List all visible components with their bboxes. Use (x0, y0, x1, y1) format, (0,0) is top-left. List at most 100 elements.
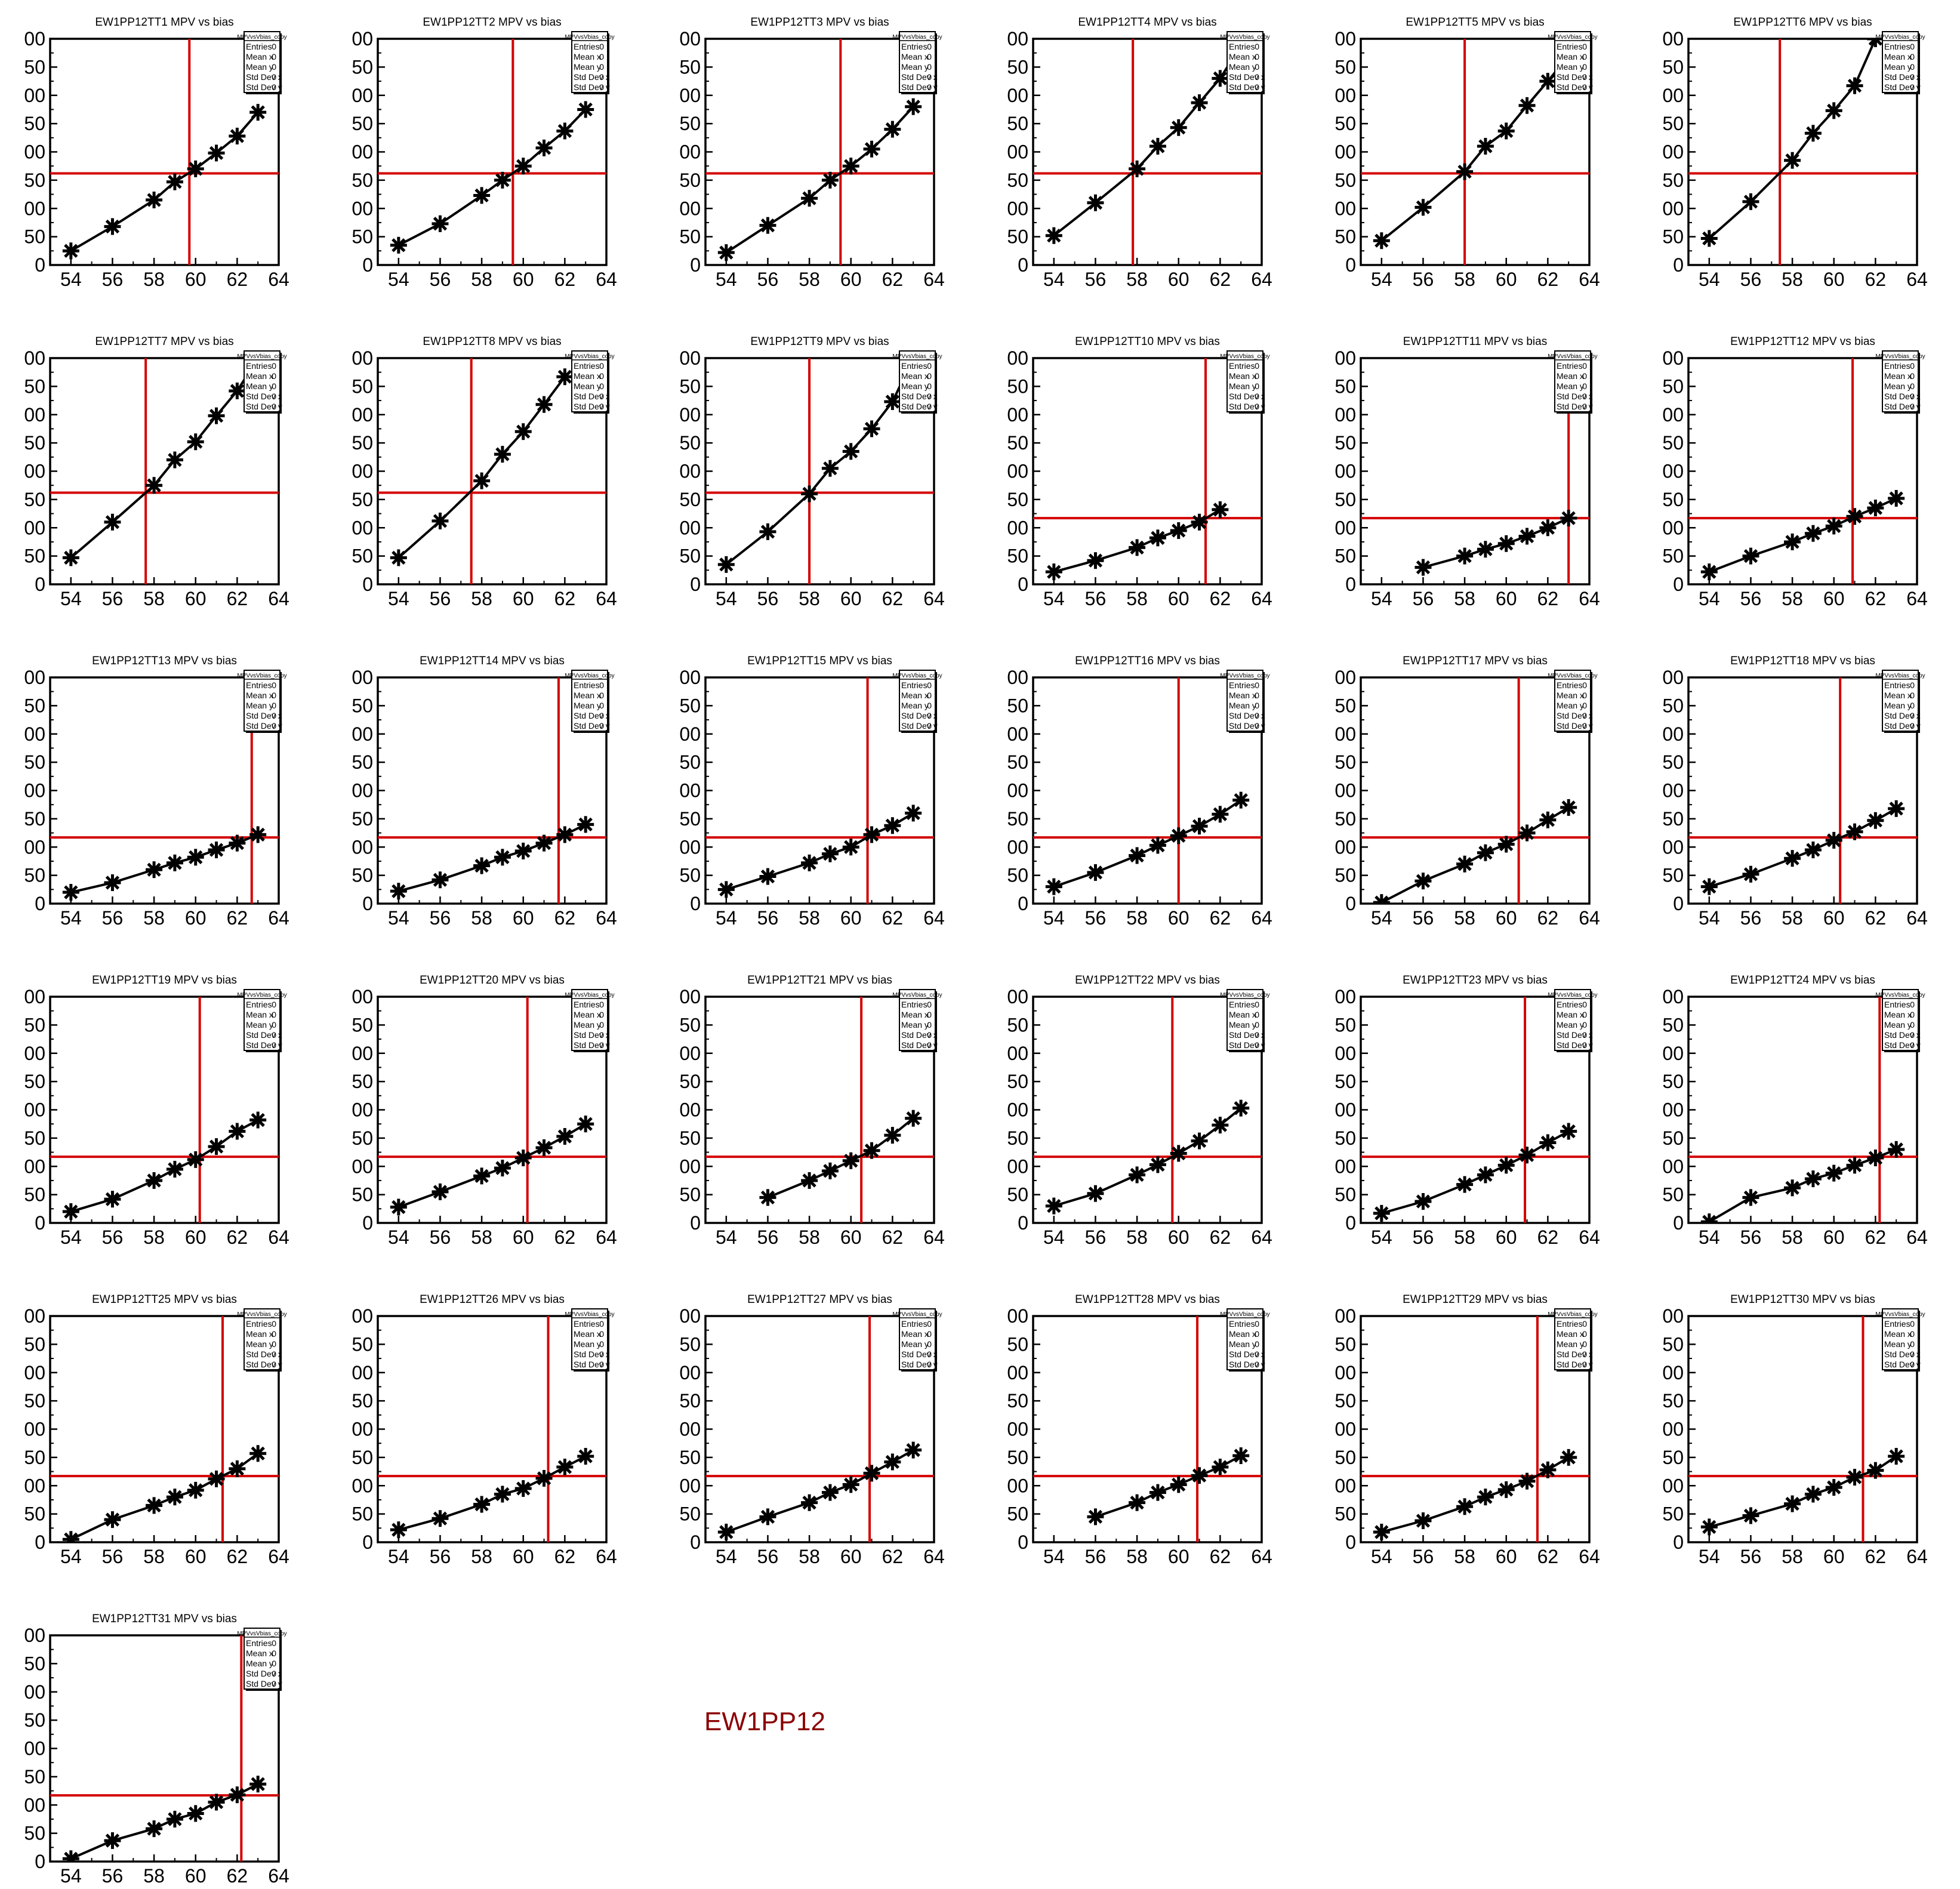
data-point (229, 834, 246, 852)
y-tick-label: 50 (1662, 865, 1684, 886)
x-tick-label: 54 (388, 1546, 409, 1567)
x-tick-label: 58 (1782, 907, 1803, 929)
stats-row-label: Std Dev y (246, 721, 282, 731)
stats-row-label: Std Dev x (1557, 1030, 1593, 1040)
data-point (494, 171, 511, 189)
y-tick-label: 50 (1662, 1014, 1684, 1036)
data-point (1170, 522, 1187, 539)
data-point (1700, 1213, 1718, 1223)
data-point (1846, 823, 1863, 840)
x-tick-label: 56 (102, 1865, 124, 1887)
y-tick-label: 00 (1662, 1043, 1684, 1064)
stats-row-label: Mean y (1557, 701, 1584, 710)
data-point (104, 513, 121, 531)
stats-row-value: 0 (1255, 62, 1259, 72)
stats-row-value: 0 (1910, 721, 1915, 731)
stats-row-value: 0 (599, 1360, 604, 1369)
stats-box-frame (244, 670, 281, 732)
chart-panel: EW1PP12TT13 MPV vs bias05000500050005000… (24, 655, 289, 929)
data-point (1477, 1489, 1494, 1506)
data-point (577, 101, 594, 118)
x-tick-label: 54 (716, 1546, 737, 1567)
stats-box-frame (571, 989, 608, 1051)
stats-row-value: 0 (599, 1349, 604, 1359)
x-tick-label: 54 (1043, 269, 1065, 290)
y-tick-label: 00 (1007, 1475, 1028, 1496)
stats-row-value: 0 (1582, 691, 1587, 700)
data-point (62, 242, 79, 260)
data-point (62, 549, 79, 566)
x-tick-label: 58 (1782, 1227, 1803, 1248)
x-tick-label: 62 (1537, 588, 1559, 609)
stats-row-value: 0 (272, 701, 276, 710)
x-tick-label: 56 (1413, 907, 1434, 929)
stats-row-label: Std Dev y (901, 1360, 938, 1369)
stats-row-value: 0 (599, 1000, 604, 1009)
x-tick-label: 58 (799, 1546, 820, 1567)
y-tick-label: 00 (1335, 723, 1356, 745)
stats-row-value: 0 (272, 392, 276, 401)
stats-box-frame (1882, 31, 1919, 93)
data-point (1518, 824, 1536, 842)
series-line (70, 111, 259, 252)
x-tick-label: 62 (554, 1227, 576, 1248)
x-tick-label: 58 (143, 1227, 165, 1248)
plot-area (705, 997, 934, 1223)
x-tick-label: 54 (60, 588, 82, 609)
stats-row-value: 0 (272, 361, 276, 371)
data-point (187, 433, 204, 451)
stats-box-frame (244, 989, 281, 1051)
y-tick-label: 50 (679, 695, 701, 716)
plot-area (1688, 39, 1917, 265)
stats-row-value: 0 (1582, 1040, 1587, 1050)
stats-row-value: 0 (1910, 361, 1915, 371)
x-tick-label: 54 (60, 1227, 82, 1248)
y-tick-label: 00 (1007, 723, 1028, 745)
data-point (1087, 864, 1104, 881)
stats-row-value: 0 (927, 72, 932, 82)
stats-row-value: 0 (927, 82, 932, 92)
data-point (556, 826, 574, 843)
stats-row-value: 0 (1255, 52, 1259, 61)
stats-row-value: 0 (1255, 72, 1259, 82)
data-point (1784, 533, 1801, 550)
stats-box-frame (899, 670, 936, 732)
stats-row-label: Std Dev y (1229, 82, 1265, 92)
data-point (1888, 800, 1905, 817)
data-point (208, 407, 225, 424)
chart-title: EW1PP12TT3 MPV vs bias (750, 16, 889, 29)
stats-row-value: 0 (272, 1669, 276, 1678)
x-tick-label: 64 (596, 1546, 617, 1567)
y-tick-label: 00 (1335, 1475, 1356, 1496)
data-point (1518, 1147, 1536, 1164)
data-point (1149, 138, 1166, 155)
stats-row-label: Mean x (246, 52, 273, 61)
stats-row-label: Mean y (574, 1339, 601, 1349)
y-tick-label: 50 (24, 751, 45, 773)
x-tick-label: 54 (716, 1227, 737, 1248)
series-line (1380, 806, 1570, 904)
data-point (104, 1511, 121, 1529)
y-tick-label: 0 (362, 1531, 373, 1553)
data-point (1867, 1150, 1884, 1167)
y-tick-label: 50 (1335, 226, 1356, 248)
stats-row-label: Std Dev y (246, 402, 282, 411)
data-point (1414, 199, 1432, 216)
y-tick-label: 00 (1007, 1099, 1028, 1121)
y-tick-label: 00 (24, 780, 45, 802)
data-point (249, 1776, 267, 1793)
y-tick-label: 00 (1662, 1099, 1684, 1121)
x-tick-label: 62 (882, 907, 904, 929)
y-tick-label: 50 (24, 56, 45, 78)
x-tick-label: 58 (143, 1865, 165, 1887)
x-tick-label: 64 (1251, 269, 1272, 290)
y-tick-label: 50 (1007, 170, 1028, 191)
x-tick-label: 56 (1085, 907, 1107, 929)
y-tick-label: 00 (24, 723, 45, 745)
stats-row-value: 0 (599, 1040, 604, 1050)
stats-row-label: Mean x (1557, 691, 1584, 700)
x-tick-label: 56 (1413, 588, 1434, 609)
